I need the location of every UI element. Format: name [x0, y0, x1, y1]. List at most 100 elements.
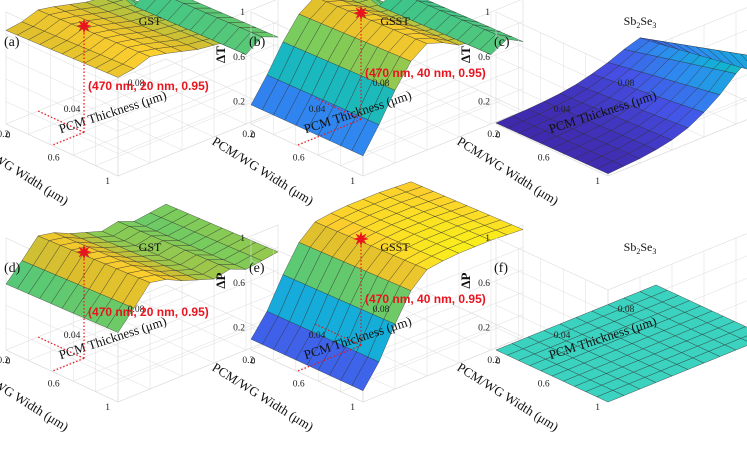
right-wall — [117, 0, 279, 177]
surface-cell — [415, 0, 434, 3]
title-part: Se — [640, 240, 652, 254]
x-tick-label: 0.04 — [554, 331, 571, 341]
optimum-annotation: (470 nm, 40 nm, 0.95) — [365, 66, 486, 80]
x-tick-label: 0 — [251, 357, 256, 367]
y-gridline-floor — [340, 100, 501, 166]
y-gridline-floor — [73, 89, 234, 156]
surface-cell — [156, 0, 184, 21]
optimum-star-marker — [76, 18, 92, 34]
z-axis-label: ΔT — [213, 46, 228, 63]
y-tick-label: 0.2 — [487, 356, 499, 366]
surface-cell — [149, 203, 178, 218]
panel-label: (e) — [249, 261, 265, 276]
surface-cell — [639, 37, 668, 47]
surface — [495, 37, 747, 174]
surface-cell — [106, 0, 124, 3]
surface-cell — [85, 0, 114, 8]
y-tick-label: 0.6 — [538, 154, 550, 164]
surface-cell — [378, 0, 403, 12]
surface-cell — [740, 335, 747, 342]
x-tick-label: 0 — [496, 131, 501, 141]
z-axis-label: ΔT — [458, 46, 473, 63]
y-tick-label: 0.6 — [293, 380, 305, 390]
surface-cell — [144, 0, 172, 16]
panel-label: (d) — [4, 261, 21, 276]
z-tick-label: 1 — [485, 234, 490, 244]
x-gridline-floor — [37, 110, 151, 164]
surface — [250, 0, 524, 157]
marker-x-projection — [37, 336, 85, 359]
y-tick-label: 0.2 — [0, 356, 9, 366]
y-tick-label: 0.2 — [0, 130, 9, 140]
z-tick-label: 1 — [485, 8, 490, 18]
x-tick-label: 0.04 — [64, 105, 81, 115]
marker-x-projection — [37, 110, 85, 133]
surface-cell — [133, 0, 156, 12]
z-gridline — [5, 65, 279, 132]
z-tick-label: 0.6 — [478, 53, 490, 63]
x-tick-label: 0.08 — [618, 79, 635, 89]
z-tick-label: 0.2 — [478, 324, 490, 334]
y-tick-label: 1 — [350, 177, 355, 187]
x-gridline-floor — [133, 297, 247, 351]
y-tick-label: 1 — [595, 403, 600, 413]
y-tick-label: 0.6 — [48, 154, 60, 164]
y-tick-label: 0.2 — [242, 356, 254, 366]
z-gridline — [5, 291, 279, 358]
panel-label: (c) — [494, 35, 510, 50]
optimum-star-marker — [353, 5, 369, 21]
panel-title: Sb2Se3 — [624, 14, 657, 30]
optimum-star-marker — [353, 231, 369, 247]
surface-cell — [321, 0, 343, 2]
panel-label: (a) — [4, 35, 20, 50]
x-gridline-floor — [69, 323, 183, 377]
panel-label: (f) — [494, 261, 508, 276]
x-tick-label: 0 — [496, 357, 501, 367]
z-axis-label: ΔP — [458, 272, 473, 288]
optimum-star-marker — [76, 244, 92, 260]
z-gridline — [5, 43, 279, 110]
z-gridline — [5, 314, 279, 380]
x-tick-label: 0 — [6, 357, 11, 367]
optimum-annotation: (470 nm, 40 nm, 0.95) — [365, 292, 486, 306]
x-tick-label: 0.04 — [309, 105, 326, 115]
surface — [5, 0, 279, 78]
x-gridline-floor — [37, 336, 151, 390]
panel-label: (b) — [249, 35, 266, 50]
y-gridline-floor — [73, 315, 234, 382]
surface-cell — [351, 0, 369, 3]
marker-x-projection — [314, 97, 362, 120]
z-tick-label: 0.6 — [233, 279, 245, 289]
x-tick-label: 0.04 — [64, 331, 81, 341]
marker-y-projection — [51, 357, 85, 372]
z-axis-label: ΔP — [213, 272, 228, 288]
y-tick-label: 1 — [105, 177, 110, 187]
y-gridline-floor — [50, 305, 211, 372]
marker-y-projection — [51, 131, 85, 146]
surface — [5, 203, 279, 333]
z-gridline — [5, 88, 279, 154]
title-subscript: 2 — [636, 247, 640, 256]
x-gridline-floor — [69, 97, 183, 151]
panel-title: GSST — [380, 14, 410, 28]
z-tick-label: 0.6 — [233, 53, 245, 63]
x-gridline-floor — [101, 84, 215, 138]
y-gridline-floor — [95, 100, 256, 166]
y-tick-label: 0.6 — [48, 380, 60, 390]
y-gridline-floor — [95, 326, 256, 392]
surface-cell — [298, 0, 327, 19]
x-tick-label: 0.04 — [554, 105, 571, 115]
y-tick-label: 1 — [350, 403, 355, 413]
y-tick-label: 1 — [105, 403, 110, 413]
y-gridline-floor — [28, 69, 189, 135]
marker-x-projection — [314, 323, 362, 346]
marker-y-projection — [296, 118, 362, 146]
z-tick-label: 1 — [240, 8, 245, 18]
y-tick-label: 0.6 — [538, 380, 550, 390]
